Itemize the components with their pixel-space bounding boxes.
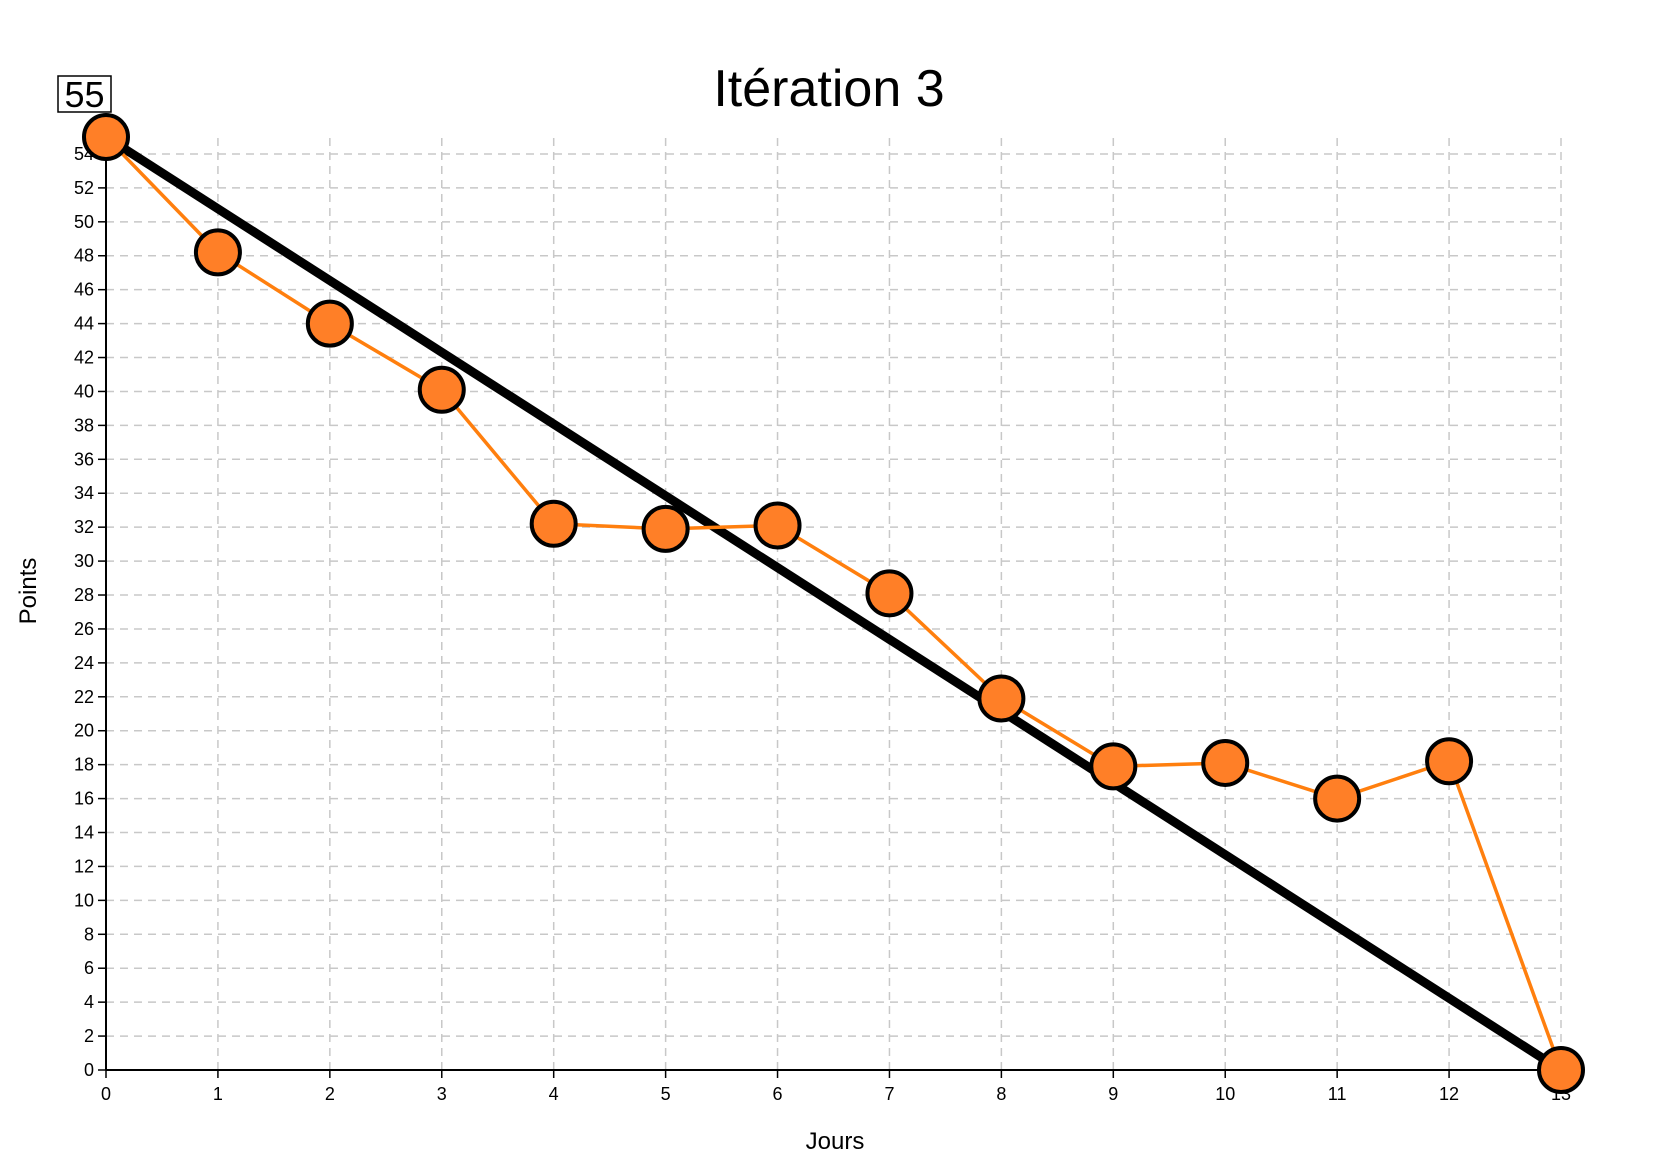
actual-point-11 [1313, 774, 1362, 823]
actual-point-7 [865, 569, 914, 618]
y-tick-label-36: 36 [74, 449, 94, 469]
actual-burndown-series [82, 113, 1585, 1094]
y-tick-label-46: 46 [74, 280, 94, 300]
y-tick-label-6: 6 [84, 958, 94, 978]
axes: 0246810121416182022242628303234363840424… [74, 133, 1571, 1104]
y-tick-label-32: 32 [74, 517, 94, 537]
y-tick-label-20: 20 [74, 721, 94, 741]
chart-title: Itération 3 [713, 60, 944, 118]
actual-point-9 [1089, 742, 1138, 791]
y-tick-label-14: 14 [74, 823, 94, 843]
y-tick-label-2: 2 [84, 1026, 94, 1046]
ideal-line [103, 133, 1564, 1074]
actual-point-6 [753, 501, 802, 550]
actual-point-5 [641, 504, 690, 553]
y-tick-label-0: 0 [84, 1060, 94, 1080]
y-tick-label-18: 18 [74, 755, 94, 775]
x-tick-label-2: 2 [325, 1084, 335, 1104]
y-tick-label-16: 16 [74, 789, 94, 809]
x-tick-label-3: 3 [437, 1084, 447, 1104]
actual-point-12 [1425, 737, 1474, 786]
x-tick-label-0: 0 [101, 1084, 111, 1104]
y-tick-label-42: 42 [74, 348, 94, 368]
y-tick-label-48: 48 [74, 246, 94, 266]
y-axis-label: Points [15, 558, 42, 625]
y-tick-label-50: 50 [74, 212, 94, 232]
x-tick-label-10: 10 [1215, 1084, 1235, 1104]
x-axis-label: Jours [806, 1128, 865, 1155]
actual-point-10 [1201, 738, 1250, 787]
y-tick-label-40: 40 [74, 381, 94, 401]
y-tick-label-38: 38 [74, 415, 94, 435]
y-tick-label-4: 4 [84, 992, 94, 1012]
actual-point-3 [417, 365, 466, 414]
x-tick-label-1: 1 [213, 1084, 223, 1104]
y-tick-label-44: 44 [74, 314, 94, 334]
x-tick-label-4: 4 [549, 1084, 559, 1104]
y-tick-label-26: 26 [74, 619, 94, 639]
x-tick-label-11: 11 [1328, 1084, 1347, 1104]
actual-point-2 [305, 299, 354, 348]
y-tick-label-28: 28 [74, 585, 94, 605]
y-tick-label-34: 34 [74, 483, 94, 503]
x-tick-label-6: 6 [773, 1084, 783, 1104]
y-tick-label-30: 30 [74, 551, 94, 571]
actual-point-8 [977, 674, 1026, 723]
actual-point-4 [529, 499, 578, 548]
total-badge-value: 55 [64, 74, 104, 115]
y-tick-label-12: 12 [74, 856, 94, 876]
actual-point-13 [1537, 1046, 1585, 1094]
total-badge-frame [57, 75, 112, 113]
x-tick-label-7: 7 [884, 1084, 894, 1104]
y-tick-label-8: 8 [84, 924, 94, 944]
ideal-burndown-series [103, 133, 1564, 1074]
x-tick-label-8: 8 [996, 1084, 1006, 1104]
x-tick-label-5: 5 [661, 1084, 671, 1104]
y-tick-label-22: 22 [74, 687, 94, 707]
total-badge: 55 [57, 74, 112, 115]
y-tick-label-10: 10 [74, 890, 94, 910]
y-tick-label-52: 52 [74, 178, 94, 198]
x-tick-label-9: 9 [1108, 1084, 1118, 1104]
x-tick-label-12: 12 [1439, 1084, 1459, 1104]
actual-point-0 [82, 113, 130, 161]
y-tick-label-24: 24 [74, 653, 94, 673]
actual-point-1 [193, 228, 242, 277]
